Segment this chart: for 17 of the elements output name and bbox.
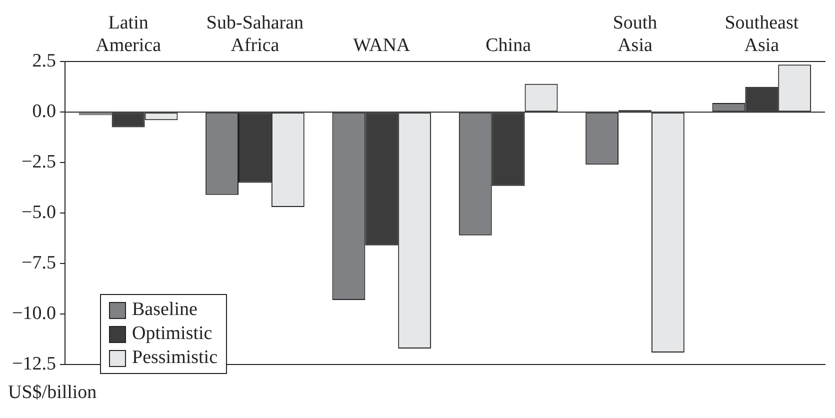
y-axis-title: US$/billion [8, 382, 98, 404]
x-tick-label: South Asia [612, 12, 658, 56]
x-tick-label: WANA [353, 35, 410, 56]
y-tick-label: −7.5 [21, 252, 56, 274]
y-tick-label: −2.5 [21, 152, 56, 173]
y-tick-label: −5.0 [21, 202, 56, 224]
legend-label: Optimistic [132, 322, 212, 346]
x-tick-label: Latin America [96, 12, 162, 56]
x-tick-label: Southeast Asia [724, 12, 800, 56]
y-tick-label: 0.0 [32, 101, 56, 122]
y-tick-label: −12.5 [12, 354, 56, 375]
legend-label: Pessimistic [132, 346, 218, 370]
y-tick-label: −10.0 [12, 303, 56, 324]
x-tick-label: Sub-Saharan Africa [206, 12, 304, 56]
x-tick-label: China [486, 35, 532, 56]
y-tick-label: 2.5 [32, 50, 56, 72]
legend-label: Baseline [132, 298, 198, 322]
